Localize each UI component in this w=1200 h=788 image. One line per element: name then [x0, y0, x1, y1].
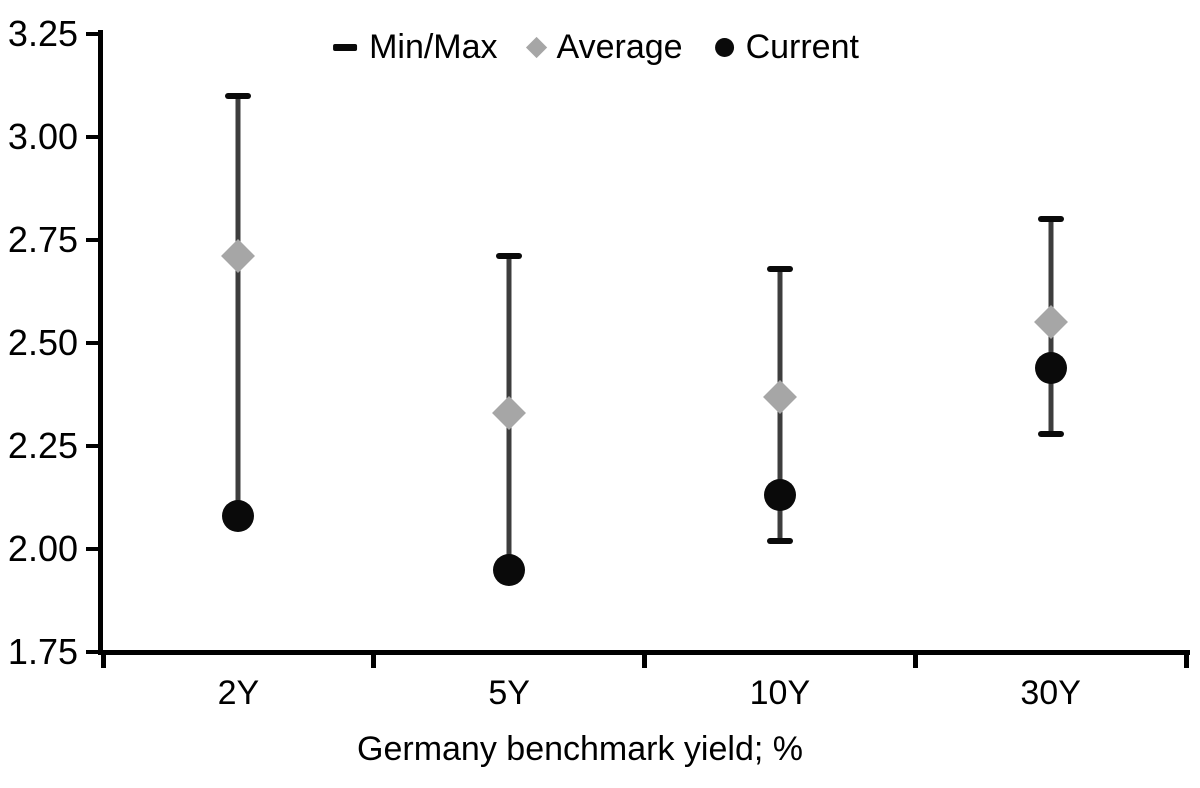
- x-axis-category-label: 10Y: [749, 674, 811, 712]
- y-axis-tick-label: 2.50: [7, 322, 78, 363]
- max-cap: [496, 253, 523, 260]
- minmax-dash-icon: [333, 43, 358, 51]
- y-axis-tick: [86, 650, 100, 654]
- average-marker: [492, 396, 527, 431]
- x-axis-category-label: 30Y: [1020, 674, 1081, 712]
- legend-label-average: Average: [556, 28, 683, 66]
- average-marker: [221, 239, 256, 274]
- x-axis-category-label: 5Y: [488, 674, 530, 712]
- y-axis-tick-label: 1.75: [7, 631, 78, 672]
- x-axis-title: Germany benchmark yield; %: [357, 730, 803, 768]
- current-marker: [763, 479, 796, 512]
- max-cap: [225, 92, 252, 99]
- max-cap: [1037, 216, 1064, 223]
- legend: Min/Max Average Current: [333, 30, 859, 64]
- y-axis-tick-label: 3.00: [7, 116, 78, 157]
- x-axis-category-label: 2Y: [217, 674, 260, 712]
- average-marker: [762, 379, 797, 414]
- average-marker: [1033, 305, 1068, 340]
- y-axis-tick: [86, 32, 100, 36]
- legend-label-minmax: Min/Max: [369, 28, 498, 66]
- y-axis-tick-label: 2.25: [7, 425, 78, 466]
- max-cap: [766, 265, 793, 272]
- legend-label-current: Current: [745, 28, 859, 66]
- x-axis-tick: [371, 652, 377, 668]
- y-axis-tick-label: 2.75: [7, 219, 78, 260]
- y-axis-tick: [86, 238, 100, 242]
- y-axis-tick: [86, 135, 100, 139]
- y-axis-line: [98, 30, 103, 655]
- x-axis-tick: [100, 652, 106, 668]
- current-marker: [222, 500, 255, 533]
- y-axis-tick: [86, 444, 100, 448]
- min-cap: [766, 537, 793, 544]
- y-axis-tick-label: 3.25: [7, 13, 78, 54]
- current-marker: [1034, 351, 1067, 384]
- current-circle-icon: [714, 37, 734, 57]
- y-axis-tick: [86, 547, 100, 551]
- x-axis-tick: [912, 652, 918, 668]
- x-axis-tick: [642, 652, 647, 668]
- legend-item-current: Current: [714, 28, 859, 66]
- current-marker: [493, 553, 526, 586]
- legend-item-average: Average: [526, 28, 683, 66]
- legend-item-minmax: Min/Max: [333, 28, 498, 66]
- min-cap: [1037, 430, 1064, 437]
- x-axis-tick: [1183, 652, 1189, 668]
- y-axis-tick: [86, 341, 100, 345]
- y-axis-tick-label: 2.00: [7, 528, 78, 569]
- minmax-range-bar: [235, 95, 241, 517]
